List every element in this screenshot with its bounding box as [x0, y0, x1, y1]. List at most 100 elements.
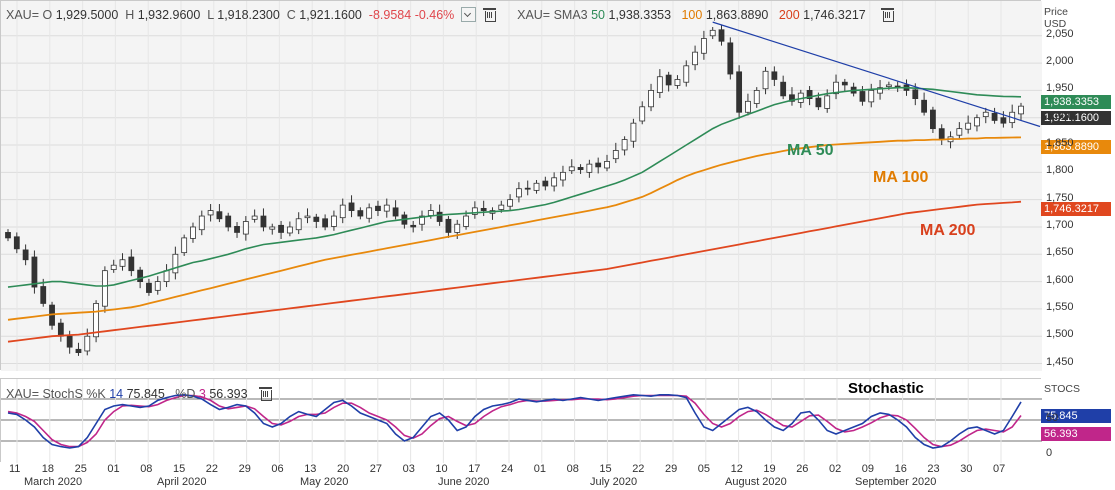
stochastic-svg[interactable] — [1, 379, 1042, 463]
candle-body — [427, 210, 434, 216]
stochastic-panel[interactable] — [0, 378, 1042, 463]
trash-icon[interactable] — [259, 387, 273, 402]
month-label: August 2020 — [725, 476, 787, 488]
candle-body — [128, 256, 135, 272]
y-tick-label: 1,800 — [1046, 164, 1074, 177]
candle-body — [322, 218, 329, 228]
candle-body — [498, 204, 505, 210]
candle-body — [251, 215, 258, 220]
x-tick-label: 29 — [238, 463, 251, 475]
candle-body — [410, 224, 417, 228]
ma200-line — [7, 200, 1022, 343]
candle-body — [13, 236, 20, 250]
ma100-annotation: MA 100 — [873, 169, 929, 186]
x-tick-label: 20 — [337, 463, 350, 475]
candle-body — [313, 216, 320, 222]
candle-body — [789, 94, 795, 102]
y-tick-label: 1,900 — [1046, 109, 1074, 122]
close-price-tag: 1,921.1600 — [1041, 111, 1111, 125]
candle-body — [700, 38, 707, 54]
change-value: -8.9584 — [368, 8, 412, 22]
candle-body — [833, 81, 839, 95]
sma200-value: 1,746.3217 — [803, 8, 866, 22]
candle-body — [551, 177, 558, 187]
ma50-annotation: MA 50 — [787, 142, 834, 159]
trendline — [712, 21, 1041, 128]
x-tick-label: 15 — [173, 463, 186, 475]
x-tick-label: 05 — [697, 463, 711, 475]
candle-body — [454, 223, 461, 233]
candle-body — [674, 79, 681, 86]
x-tick-label: 08 — [566, 463, 579, 475]
x-tick-label: 22 — [632, 463, 645, 475]
candle-body — [630, 122, 637, 142]
stoch-k-value: 75.845 — [126, 387, 165, 401]
x-tick-label: 02 — [829, 463, 842, 475]
trash-icon[interactable] — [881, 8, 895, 23]
x-tick-label: 15 — [599, 463, 612, 475]
candle-body — [383, 204, 390, 212]
x-tick-label: 24 — [501, 463, 514, 475]
candle-body — [172, 253, 179, 274]
candle-body — [375, 205, 381, 211]
candle-body — [956, 128, 963, 136]
stoch-label: XAU= StochS %K — [6, 387, 106, 401]
candle-body — [93, 303, 99, 338]
chevron-down-icon[interactable] — [460, 7, 476, 23]
candle-body — [709, 29, 716, 37]
stoch-d-label: %D — [175, 387, 196, 401]
x-tick-label: 17 — [468, 463, 481, 475]
candle-body — [595, 162, 602, 168]
candle-body — [806, 90, 813, 99]
y-tick-label: 1,700 — [1046, 218, 1074, 231]
x-tick-label: 26 — [796, 463, 809, 475]
month-label: May 2020 — [300, 476, 349, 488]
x-tick-label: 12 — [730, 463, 743, 475]
price-axis-title: Price USD — [1044, 6, 1068, 30]
candle-body — [119, 259, 126, 267]
low-label: L — [207, 8, 214, 22]
candle-body — [278, 224, 284, 233]
stoch-d-value: 56.393 — [209, 387, 248, 401]
candle-body — [507, 199, 513, 207]
candle-body — [101, 270, 108, 307]
low-value: 1,918.2300 — [217, 8, 280, 22]
candle-body — [648, 90, 654, 108]
candle-body — [718, 29, 725, 42]
candle-body — [242, 221, 249, 235]
candle-body — [445, 218, 452, 233]
month-label: April 2020 — [157, 476, 207, 488]
candle-body — [190, 226, 196, 239]
candle-body — [912, 89, 919, 99]
ma200-annotation: MA 200 — [920, 222, 976, 239]
price-chart-svg[interactable] — [1, 1, 1042, 371]
month-label: September 2020 — [855, 476, 937, 488]
price-legend: XAU= O 1,929.5000 H 1,932.9600 L 1,918.2… — [6, 7, 895, 23]
x-tick-label: 11 — [9, 463, 21, 475]
x-tick-label: 01 — [533, 463, 547, 475]
candle-body — [357, 210, 364, 217]
candle-body — [560, 171, 566, 181]
x-tick-label: 07 — [993, 463, 1006, 475]
price-axis-title-line2: USD — [1044, 18, 1067, 30]
candle-body — [568, 166, 575, 172]
open-label: O — [42, 8, 53, 22]
candle-body — [639, 106, 646, 122]
stoch-y-tick-label: 0 — [1046, 447, 1053, 459]
candle-body — [181, 237, 188, 254]
x-tick-label: 06 — [271, 463, 284, 475]
ma100-line — [7, 136, 1022, 321]
candle-body — [762, 70, 769, 90]
candle-body — [84, 335, 91, 352]
stoch-k-period: 14 — [109, 387, 124, 401]
price-axis-title-line1: Price — [1044, 6, 1068, 18]
close-label: C — [286, 8, 296, 22]
candle-body — [753, 90, 760, 104]
symbol-label: XAU= — [6, 8, 40, 22]
y-tick-label: 2,000 — [1046, 55, 1074, 68]
trash-icon[interactable] — [483, 8, 497, 23]
stochastic-annotation: Stochastic — [848, 380, 924, 397]
price-chart-panel[interactable] — [0, 0, 1042, 371]
candle-body — [982, 111, 989, 118]
close-value: 1,921.1600 — [299, 8, 362, 22]
